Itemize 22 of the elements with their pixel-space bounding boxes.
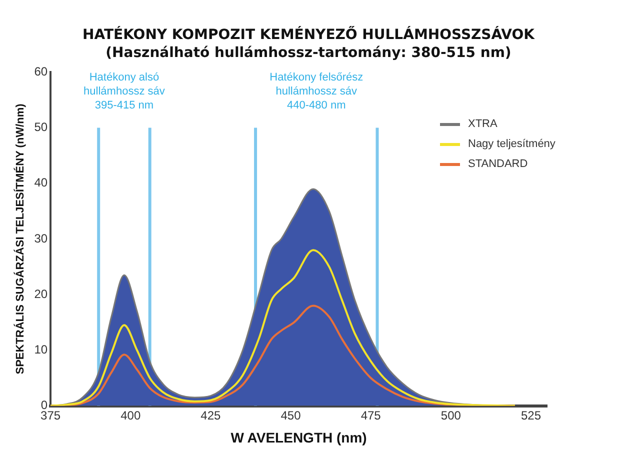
y-tick-label: 10 [34, 342, 48, 357]
y-tick-label: 30 [34, 231, 48, 246]
annotation: Hatékony felsőrész hullámhossz sáv 440-480 nm [270, 72, 364, 112]
x-tick-label: 425 [200, 408, 222, 422]
line-series [50, 249, 516, 406]
y-tick-label: 20 [34, 286, 48, 301]
y-tick-label: 60 [34, 64, 48, 79]
annotation: Hatékony alsó hullámhossz sáv 395-415 nm [84, 72, 166, 112]
x-tick-label: 400 [120, 408, 141, 422]
x-tick-label: 450 [280, 408, 302, 422]
x-tick-label: 500 [440, 408, 462, 422]
y-axis-title: SPEKTRÁLIS SUGÁRZÁSI TELJESÍTMÉNY (nW/nm) [14, 103, 27, 374]
legend-label: XTRA [468, 118, 498, 130]
chart-subtitle: (Használható hullámhossz-tartomány: 380-515 nm) [104, 44, 512, 62]
x-tick-label: 475 [360, 408, 382, 422]
y-tick-label: 40 [34, 176, 48, 190]
chart-title: HATÉKONY KOMPOZIT KEMÉNYEZŐ HULLÁMHOSSZSÁVOK [82, 26, 536, 44]
legend-label: STANDARD [468, 158, 528, 170]
x-axis-title: W AVELENGTH (nm) [230, 429, 367, 446]
legend-label: Nagy teljesítmény [468, 138, 556, 150]
x-tick-label: 525 [520, 408, 542, 422]
y-tick-label: 50 [34, 120, 48, 134]
